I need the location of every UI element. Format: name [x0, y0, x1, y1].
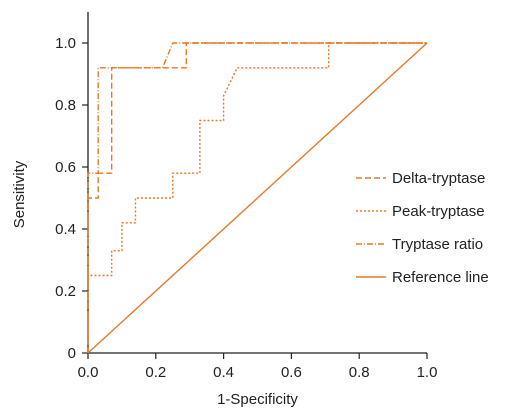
y-tick-label: 1.0 [55, 35, 76, 52]
y-tick-label: 0.2 [55, 283, 76, 300]
series-layer [87, 42, 428, 354]
legend-label: Tryptase ratio [392, 236, 483, 253]
legend-label: Reference line [392, 269, 489, 286]
x-tick-label: 0.6 [281, 364, 302, 381]
series-line-delta-tryptase [87, 42, 427, 353]
y-tick-label: 0.6 [55, 159, 76, 176]
x-tick-label: 1.0 [417, 364, 438, 381]
legend-label: Delta-tryptase [392, 170, 485, 187]
y-tick-label: 0 [68, 345, 76, 362]
y-tick-label: 0.8 [55, 97, 76, 114]
y-tick-label: 0.4 [55, 221, 76, 238]
legend-label: Peak-tryptase [392, 203, 485, 220]
x-tick-label: 0.4 [213, 364, 234, 381]
legend: Delta-tryptase Peak-tryptase Tryptase rati… [356, 170, 489, 286]
series-line-tryptase-ratio [87, 42, 427, 353]
y-axis-label: Sensitivity [11, 160, 28, 228]
series-line-peak-tryptase [87, 42, 427, 353]
x-tick-label: 0.2 [145, 364, 166, 381]
x-tick-label: 0.8 [349, 364, 370, 381]
x-axis-label: 1-Specificity [217, 391, 298, 408]
axes: 0.0 0.2 0.4 0.6 0.8 1.0 0 0.2 0.4 0.6 0.8 1.0 [55, 12, 437, 381]
x-tick-label: 0.0 [78, 364, 99, 381]
series-line-reference-line [87, 42, 428, 354]
